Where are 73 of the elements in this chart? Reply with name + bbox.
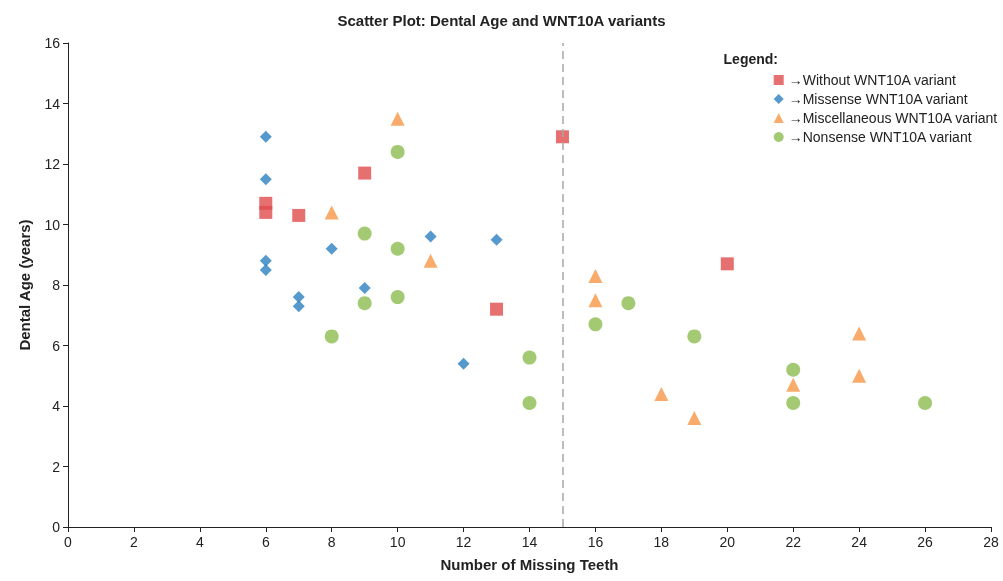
y-tick-label: 8 xyxy=(52,277,61,293)
y-tick-label: 14 xyxy=(44,95,61,112)
point xyxy=(325,242,338,255)
x-tick-label: 20 xyxy=(719,534,736,550)
x-tick-label: 16 xyxy=(587,534,604,550)
point xyxy=(852,326,867,341)
point xyxy=(390,111,405,126)
point xyxy=(852,368,867,383)
y-tick-label: 10 xyxy=(44,216,61,233)
y-tick-label: 12 xyxy=(44,156,61,172)
x-axis-title: Number of Missing Teeth xyxy=(440,556,619,573)
point xyxy=(588,293,603,308)
point xyxy=(357,226,372,241)
x-tick-label: 8 xyxy=(327,534,336,550)
legend-label: →Without WNT10A variant xyxy=(788,72,957,88)
point xyxy=(324,329,339,344)
y-axis-title: Dental Age (years) xyxy=(16,219,33,351)
point xyxy=(457,357,470,370)
point xyxy=(588,317,603,332)
point xyxy=(720,257,734,271)
point xyxy=(357,296,372,311)
point xyxy=(390,290,405,305)
x-tick-label: 18 xyxy=(653,534,670,550)
y-tick-label: 6 xyxy=(52,337,61,354)
point xyxy=(259,263,272,276)
x-tick-label: 24 xyxy=(851,534,868,550)
x-tick-label: 2 xyxy=(130,534,139,550)
point xyxy=(687,411,702,426)
point xyxy=(786,377,801,392)
x-tick-label: 4 xyxy=(195,534,204,550)
x-tick-label: 22 xyxy=(785,534,802,550)
x-tick-label: 6 xyxy=(261,534,270,550)
point xyxy=(292,291,305,304)
point xyxy=(324,205,339,220)
x-tick-label: 10 xyxy=(389,534,406,550)
point xyxy=(522,350,537,365)
point xyxy=(259,130,272,143)
point xyxy=(358,282,371,295)
point xyxy=(786,395,801,410)
point xyxy=(259,254,272,267)
point xyxy=(522,395,537,410)
point xyxy=(390,241,405,256)
x-tick-label: 14 xyxy=(521,534,538,550)
point xyxy=(259,205,273,219)
point xyxy=(292,300,305,313)
point xyxy=(490,233,503,246)
point xyxy=(621,296,636,311)
point xyxy=(918,395,933,410)
point xyxy=(390,144,405,159)
legend-label: →Nonsense WNT10A variant xyxy=(788,129,972,145)
x-tick-label: 12 xyxy=(455,534,472,550)
point xyxy=(555,130,569,144)
point xyxy=(358,166,372,180)
y-tick-label: 16 xyxy=(44,35,61,51)
point xyxy=(687,329,702,344)
point xyxy=(654,386,669,401)
legend-label: →Missense WNT10A variant xyxy=(788,91,968,107)
legend-title: Legend: xyxy=(723,51,779,67)
point xyxy=(423,253,438,268)
x-tick-label: 28 xyxy=(983,534,999,550)
legend-label: →Miscellaneous WNT10A variant xyxy=(788,110,998,126)
chart-title: Scatter Plot: Dental Age and WNT10A variants xyxy=(337,12,666,29)
point xyxy=(292,208,306,222)
point xyxy=(588,268,603,283)
point xyxy=(424,230,437,243)
y-tick-label: 2 xyxy=(52,458,61,475)
y-tick-label: 0 xyxy=(52,519,61,535)
point xyxy=(786,362,801,377)
y-tick-label: 4 xyxy=(52,398,61,414)
x-tick-label: 26 xyxy=(917,534,934,550)
point xyxy=(490,302,504,316)
point xyxy=(259,173,272,186)
x-tick-label: 0 xyxy=(64,534,73,550)
